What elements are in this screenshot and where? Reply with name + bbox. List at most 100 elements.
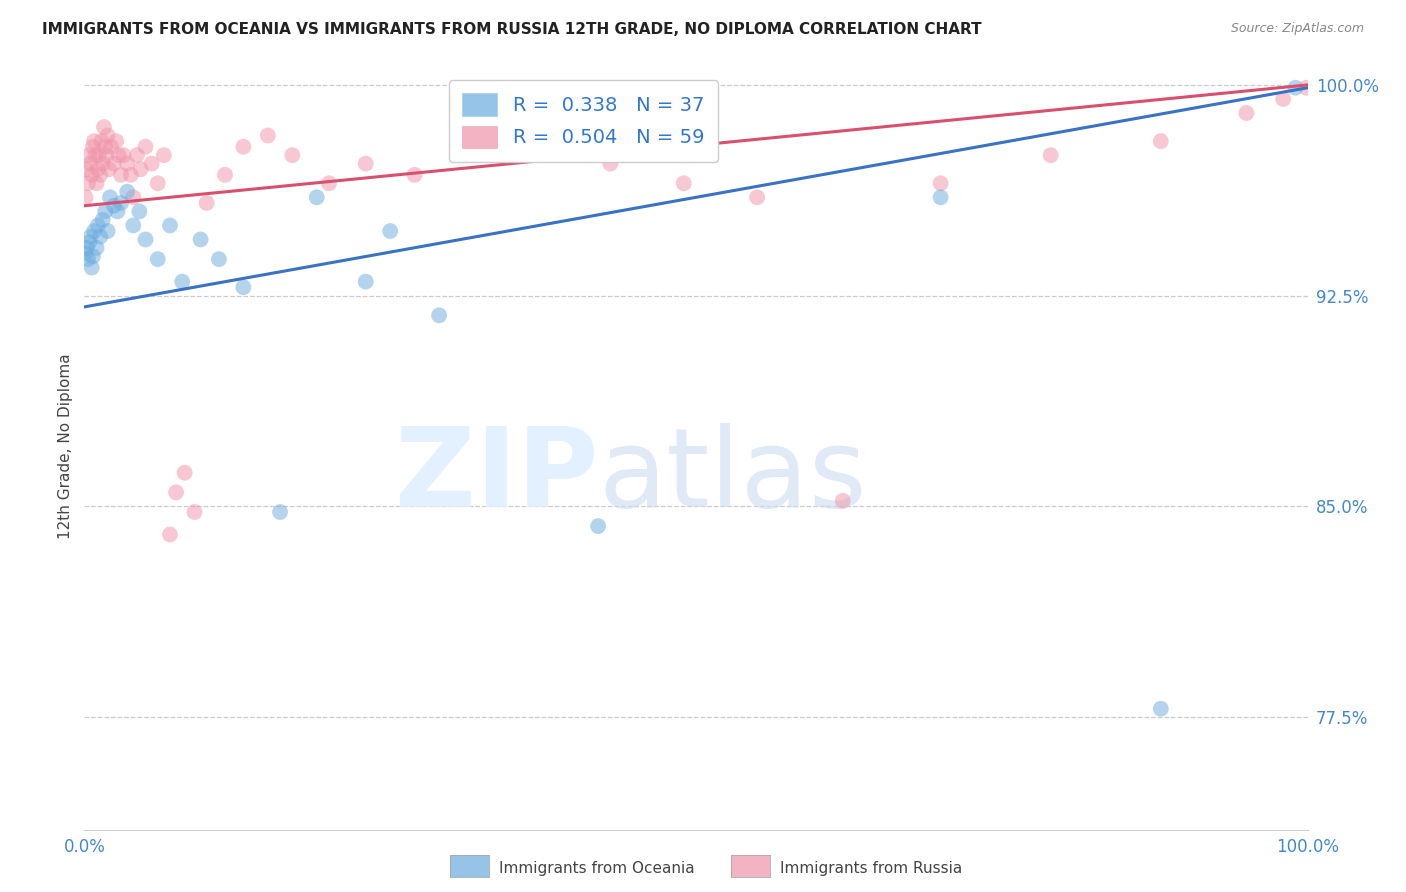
Point: [107, 148, 129, 162]
Point: [380, 224, 402, 238]
Point: [159, 527, 181, 541]
Point: [83, 134, 105, 148]
Point: [159, 219, 181, 233]
Point: [318, 176, 340, 190]
Point: [1295, 80, 1317, 95]
Point: [129, 162, 152, 177]
Point: [1236, 106, 1258, 120]
Point: [586, 519, 609, 533]
Point: [183, 505, 205, 519]
Point: [115, 185, 138, 199]
Point: [86, 176, 108, 190]
Point: [91, 156, 114, 170]
Point: [929, 190, 952, 204]
Point: [83, 224, 105, 238]
Point: [79, 229, 101, 244]
Point: [1272, 92, 1295, 106]
Legend: R =  0.338   N = 37, R =  0.504   N = 59: R = 0.338 N = 37, R = 0.504 N = 59: [449, 79, 718, 161]
Point: [76, 162, 98, 177]
Text: Immigrants from Oceania: Immigrants from Oceania: [499, 862, 695, 876]
Point: [135, 140, 157, 154]
Point: [110, 196, 132, 211]
Point: [747, 190, 769, 204]
Point: [77, 235, 100, 250]
Point: [97, 128, 120, 143]
Point: [100, 140, 122, 154]
Point: [77, 148, 100, 162]
Point: [165, 485, 187, 500]
Point: [1284, 80, 1306, 95]
Point: [305, 190, 328, 204]
Point: [929, 176, 952, 190]
Point: [91, 212, 114, 227]
Point: [87, 162, 110, 177]
Point: [84, 148, 107, 162]
Point: [105, 204, 128, 219]
Point: [97, 224, 120, 238]
Point: [232, 280, 254, 294]
Point: [141, 156, 163, 170]
Point: [103, 199, 125, 213]
Point: [79, 156, 101, 170]
Point: [80, 260, 103, 275]
Y-axis label: 12th Grade, No Diploma: 12th Grade, No Diploma: [58, 353, 73, 539]
Point: [404, 168, 426, 182]
Point: [214, 168, 236, 182]
Point: [208, 252, 231, 267]
Point: [112, 148, 135, 162]
Point: [89, 229, 111, 244]
Text: ZIP: ZIP: [395, 423, 598, 530]
Point: [87, 148, 110, 162]
Point: [427, 309, 450, 323]
Point: [75, 190, 97, 204]
Point: [831, 493, 853, 508]
Point: [122, 219, 145, 233]
Point: [97, 162, 120, 177]
Point: [195, 196, 218, 211]
Point: [135, 232, 157, 246]
Point: [103, 156, 125, 170]
Point: [1039, 148, 1062, 162]
Point: [153, 148, 176, 162]
Point: [281, 148, 304, 162]
Point: [354, 275, 377, 289]
Point: [86, 241, 108, 255]
Point: [115, 156, 138, 170]
Point: [82, 140, 104, 154]
Point: [1150, 134, 1173, 148]
Point: [173, 466, 195, 480]
Point: [82, 249, 104, 263]
Point: [110, 168, 132, 182]
Text: IMMIGRANTS FROM OCEANIA VS IMMIGRANTS FROM RUSSIA 12TH GRADE, NO DIPLOMA CORRELA: IMMIGRANTS FROM OCEANIA VS IMMIGRANTS FR…: [42, 22, 981, 37]
Point: [94, 140, 117, 154]
Point: [269, 505, 291, 519]
Point: [80, 168, 103, 182]
Point: [538, 134, 561, 148]
Point: [354, 156, 377, 170]
Text: atlas: atlas: [598, 423, 866, 530]
Point: [75, 246, 97, 260]
Point: [89, 168, 111, 182]
Point: [257, 128, 280, 143]
Point: [464, 148, 486, 162]
Point: [125, 148, 148, 162]
Point: [146, 176, 169, 190]
Text: Immigrants from Russia: Immigrants from Russia: [780, 862, 963, 876]
Point: [93, 120, 115, 134]
Point: [232, 140, 254, 154]
Point: [599, 156, 621, 170]
Point: [190, 232, 212, 246]
Point: [94, 204, 117, 219]
Point: [120, 168, 142, 182]
Point: [98, 190, 121, 204]
Point: [77, 176, 100, 190]
Text: Source: ZipAtlas.com: Source: ZipAtlas.com: [1230, 22, 1364, 36]
Point: [77, 252, 100, 267]
Point: [128, 204, 150, 219]
Point: [76, 241, 98, 255]
Point: [96, 148, 118, 162]
Point: [105, 134, 128, 148]
Point: [1150, 702, 1173, 716]
Point: [122, 190, 145, 204]
Point: [87, 219, 110, 233]
